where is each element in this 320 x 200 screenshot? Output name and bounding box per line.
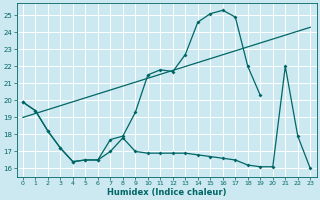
X-axis label: Humidex (Indice chaleur): Humidex (Indice chaleur): [107, 188, 226, 197]
